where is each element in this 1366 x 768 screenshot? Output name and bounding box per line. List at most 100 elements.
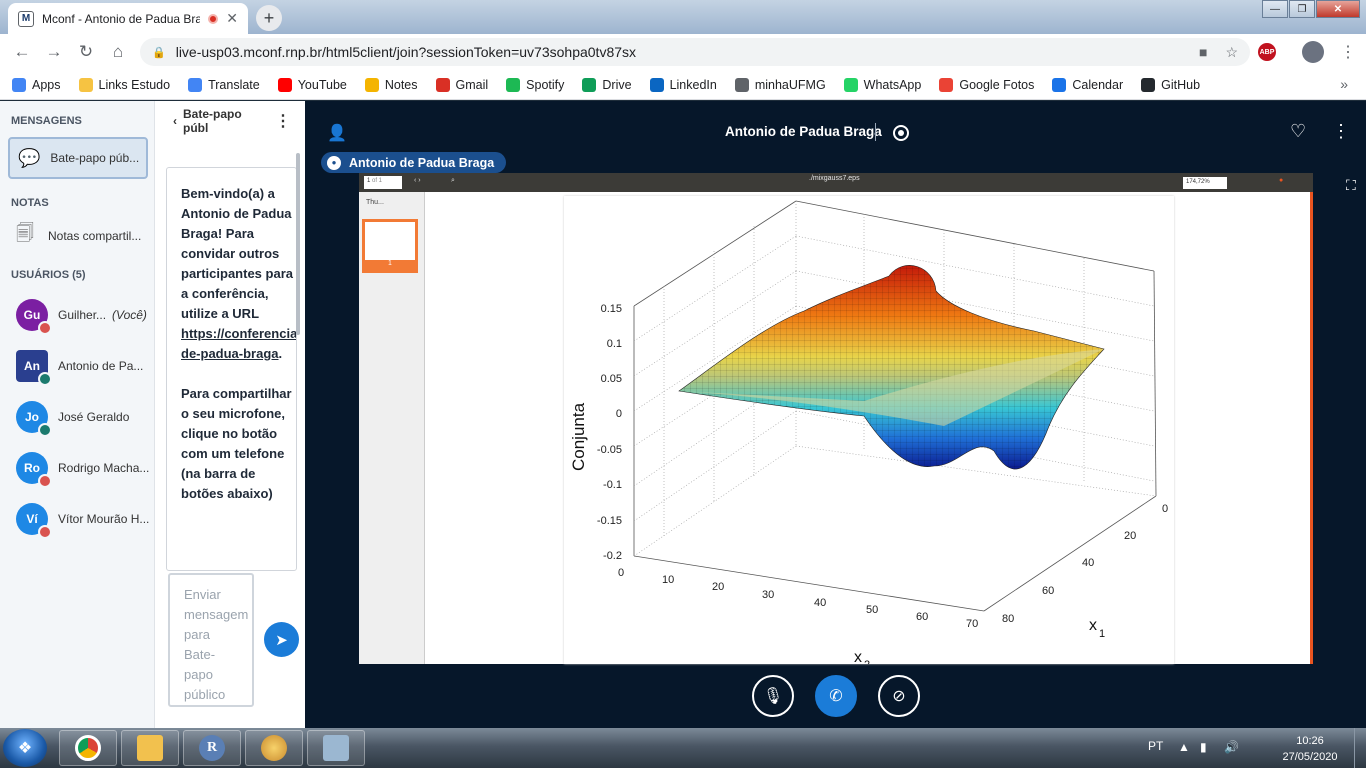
bookmark-icon [188, 77, 203, 92]
user-list-item[interactable]: An Antonio de Pa... [0, 340, 154, 391]
plot-axes-box [633, 200, 1157, 612]
back-icon[interactable]: ← [13, 42, 31, 61]
user-list-item[interactable]: Ví Vítor Mourão H... [0, 493, 154, 544]
x1-tick: 80 [1002, 613, 1014, 625]
bookmark-item[interactable]: WhatsApp [843, 77, 921, 92]
show-desktop-button[interactable] [1354, 728, 1366, 768]
user-list: Gu Guilher... (Você) An Antonio de Pa... Jo Jo… [0, 289, 154, 544]
user-list-item[interactable]: Ro Rodrigo Macha... [0, 442, 154, 493]
language-indicator[interactable]: PT [1148, 739, 1164, 753]
fullscreen-icon[interactable]: ⛶ [1346, 177, 1356, 193]
bookmark-item[interactable]: Drive [582, 77, 632, 92]
adblock-icon[interactable]: ABP [1258, 43, 1276, 61]
taskbar-explorer[interactable] [121, 730, 179, 766]
reload-icon[interactable]: ↻ [78, 42, 94, 61]
browser-menu-icon[interactable]: ⋮ [1340, 44, 1356, 61]
bookmark-item[interactable]: Notes [364, 77, 418, 92]
shared-notes-item[interactable]: 🗐 Notas compartil... [0, 209, 154, 251]
welcome-message: Bem-vindo(a) a Antonio de Padua Braga! P… [181, 186, 293, 321]
minimize-button[interactable]: — [1262, 0, 1288, 18]
z-tick: 0 [616, 408, 622, 420]
bookmark-label: Translate [208, 77, 260, 92]
bookmark-item[interactable]: Calendar [1052, 77, 1123, 92]
chat-title: Bate-papo públ [183, 107, 242, 135]
user-name: Rodrigo Macha... [58, 460, 150, 475]
chevron-left-icon[interactable]: ‹ [173, 114, 177, 128]
bookmarks-overflow-icon[interactable]: » [1340, 76, 1348, 92]
record-button[interactable] [893, 125, 909, 141]
taskbar-r[interactable]: R [183, 730, 241, 766]
browser-titlebar: M Mconf - Antonio de Padua Braga ✕ + — ❐… [0, 0, 1366, 34]
zoom-select[interactable]: 174,72% [1183, 177, 1227, 189]
chat-message-input[interactable]: Enviar mensagem para Bate-papo público [168, 573, 254, 707]
heart-icon[interactable]: ♡ [1290, 121, 1307, 141]
x2-axis-label-subscript: 2 [864, 659, 870, 664]
address-bar[interactable]: 🔒 live-usp03.mconf.rnp.br/html5client/jo… [140, 38, 1250, 66]
bookmark-label: minhaUFMG [754, 77, 826, 92]
bookmark-label: Links Estudo [98, 77, 171, 92]
invite-url-link[interactable]: https://conferencia de-padua-braga [181, 326, 297, 361]
system-clock[interactable]: 10:26 27/05/2020 [1278, 733, 1342, 765]
tray-expand-icon[interactable]: ▲ [1178, 740, 1190, 754]
user-list-item[interactable]: Jo José Geraldo [0, 391, 154, 442]
record-icon [898, 130, 904, 136]
share-webcam-button[interactable]: ⊘ [878, 675, 920, 717]
bookmark-item[interactable]: Google Fotos [939, 77, 1034, 92]
public-chat-item[interactable]: 💬 Bate-papo púb... [8, 137, 148, 179]
messages-header: MENSAGENS [11, 115, 82, 127]
avatar: Ví [16, 502, 52, 539]
taskbar-app[interactable] [307, 730, 365, 766]
z-axis-ticks: 0.15 0.1 0.05 0 -0.05 -0.1 -0.15 -0.2 [597, 303, 622, 562]
chat-scrollbar[interactable] [296, 153, 300, 335]
leave-audio-button[interactable]: ✆ [815, 675, 857, 717]
network-icon[interactable]: ▮ [1200, 740, 1207, 754]
bookmark-item[interactable]: minhaUFMG [734, 77, 826, 92]
mute-button[interactable]: 🎙 [752, 675, 794, 717]
bookmark-item[interactable]: LinkedIn [649, 77, 717, 92]
avatar: An [16, 349, 52, 386]
maximize-button[interactable]: ❐ [1289, 0, 1315, 18]
forward-icon[interactable]: → [45, 42, 63, 61]
profile-avatar[interactable] [1302, 41, 1324, 63]
x1-tick: 0 [1162, 503, 1168, 515]
home-icon[interactable]: ⌂ [112, 42, 124, 61]
bookmark-star-icon[interactable]: ☆ [1225, 43, 1238, 60]
prev-page-icon[interactable]: ‹ › [414, 177, 421, 184]
camera-icon[interactable]: ■ [1198, 43, 1208, 60]
meeting-options-icon[interactable]: ⋮ [1332, 121, 1350, 141]
taskbar-chrome[interactable] [59, 730, 117, 766]
r-icon: R [199, 735, 225, 761]
bookmark-item[interactable]: Gmail [435, 77, 488, 92]
user-list-toggle-icon[interactable]: 👤 [327, 125, 347, 142]
start-button[interactable]: ❖ [3, 729, 47, 767]
user-list-item[interactable]: Gu Guilher... (Você) [0, 289, 154, 340]
bookmark-item[interactable]: Spotify [506, 77, 564, 92]
close-tab-icon[interactable]: ✕ [226, 10, 238, 26]
viewer-close-icon[interactable]: ● [1279, 177, 1284, 184]
bookmark-item[interactable]: Apps [12, 77, 61, 92]
volume-icon[interactable]: 🔊 [1224, 740, 1239, 754]
x2-tick: 60 [916, 611, 928, 623]
document-filename: ./mixgauss7.eps [809, 175, 860, 182]
bookmark-label: Drive [602, 77, 632, 92]
gaussian-surface [678, 265, 1105, 470]
meeting-header: 👤 Antonio de Padua Braga ♡ ⋮ [305, 101, 1366, 161]
taskbar-paint[interactable] [245, 730, 303, 766]
document-viewer-toolbar: 1 of 1 ‹ › ⌕ ./mixgauss7.eps 174,72% ● [359, 173, 1313, 192]
chat-options-icon[interactable]: ⋮ [275, 113, 291, 130]
bookmark-item[interactable]: GitHub [1141, 77, 1200, 92]
z-tick: -0.2 [603, 550, 622, 562]
browser-tab[interactable]: M Mconf - Antonio de Padua Braga ✕ [8, 3, 248, 34]
page-number-field[interactable]: 1 of 1 [364, 176, 402, 189]
page-thumbnail[interactable]: 1 [362, 219, 418, 273]
x2-tick: 50 [866, 604, 878, 616]
close-window-button[interactable]: ✕ [1316, 0, 1360, 18]
bookmark-item[interactable]: YouTube [277, 77, 347, 92]
presentation-area: 1 of 1 ‹ › ⌕ ./mixgauss7.eps 174,72% ● T… [359, 173, 1313, 671]
bookmark-item[interactable]: Translate [188, 77, 260, 92]
new-tab-button[interactable]: + [256, 5, 282, 31]
search-icon[interactable]: ⌕ [451, 177, 455, 184]
send-message-button[interactable]: ➤ [264, 622, 299, 657]
avatar-initials: Gu [23, 307, 41, 322]
bookmark-item[interactable]: Links Estudo [78, 77, 171, 92]
